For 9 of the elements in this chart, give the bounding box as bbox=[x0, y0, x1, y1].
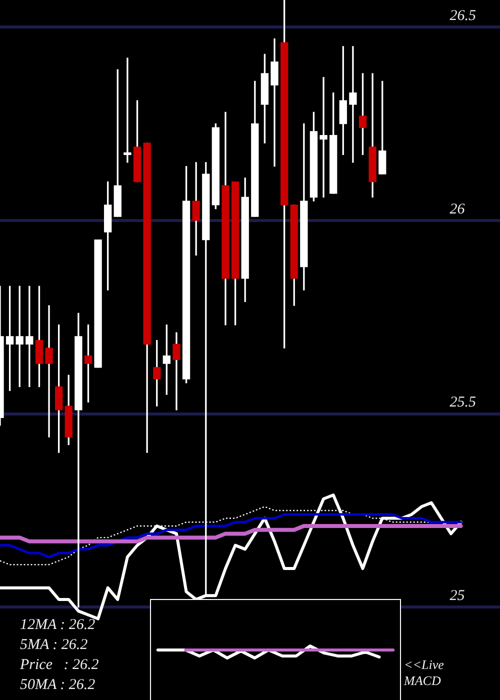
y-tick-label: 26.5 bbox=[450, 8, 476, 24]
y-tick-label: 26 bbox=[450, 201, 466, 218]
annotation: 50MA : 26.2 bbox=[20, 676, 96, 695]
y-tick-label: 25 bbox=[450, 588, 466, 604]
annotation: Price : 26.2 bbox=[20, 656, 99, 675]
annotation: 12MA : 26.2 bbox=[20, 616, 96, 635]
y-tick-label: 25.5 bbox=[450, 394, 476, 411]
annotation: <<Live MACD bbox=[404, 657, 445, 689]
annotation: 5MA : 26.2 bbox=[20, 636, 88, 655]
